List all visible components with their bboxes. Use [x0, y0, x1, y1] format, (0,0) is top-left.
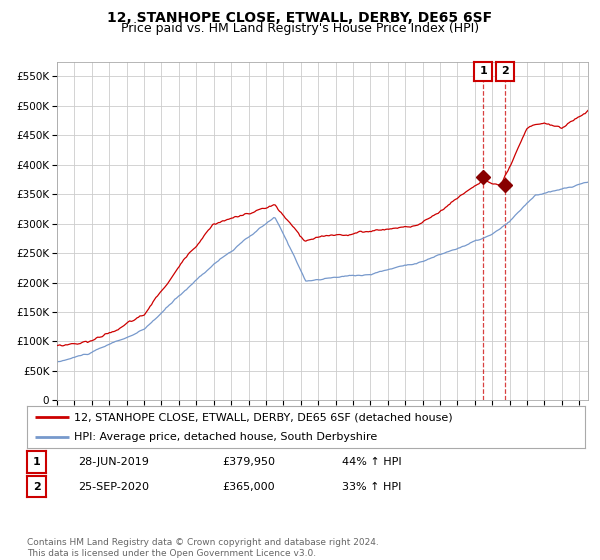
Text: £379,950: £379,950 [222, 457, 275, 467]
Text: 12, STANHOPE CLOSE, ETWALL, DERBY, DE65 6SF (detached house): 12, STANHOPE CLOSE, ETWALL, DERBY, DE65 … [74, 412, 453, 422]
Text: 12, STANHOPE CLOSE, ETWALL, DERBY, DE65 6SF: 12, STANHOPE CLOSE, ETWALL, DERBY, DE65 … [107, 11, 493, 25]
Text: 1: 1 [479, 66, 487, 76]
Text: 2: 2 [501, 66, 509, 76]
Text: 25-SEP-2020: 25-SEP-2020 [78, 482, 149, 492]
Text: 28-JUN-2019: 28-JUN-2019 [78, 457, 149, 467]
Text: £365,000: £365,000 [222, 482, 275, 492]
Text: 1: 1 [33, 457, 40, 467]
Text: 44% ↑ HPI: 44% ↑ HPI [342, 457, 401, 467]
Text: HPI: Average price, detached house, South Derbyshire: HPI: Average price, detached house, Sout… [74, 432, 377, 442]
Text: Price paid vs. HM Land Registry's House Price Index (HPI): Price paid vs. HM Land Registry's House … [121, 22, 479, 35]
Text: Contains HM Land Registry data © Crown copyright and database right 2024.
This d: Contains HM Land Registry data © Crown c… [27, 538, 379, 558]
Text: 2: 2 [33, 482, 40, 492]
Text: 33% ↑ HPI: 33% ↑ HPI [342, 482, 401, 492]
